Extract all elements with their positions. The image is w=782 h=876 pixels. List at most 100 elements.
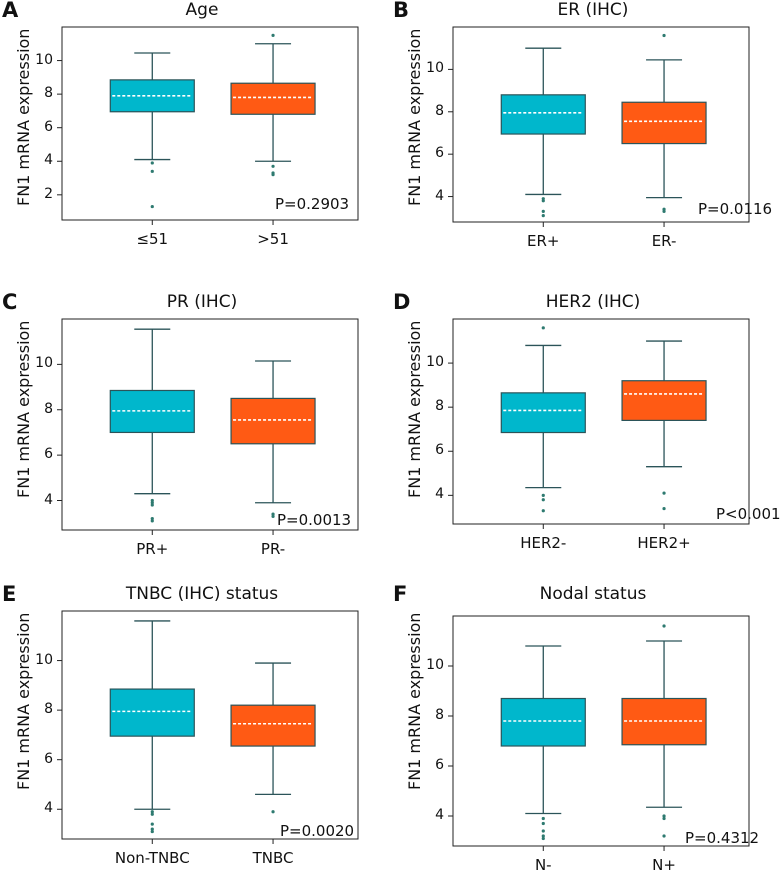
x-category-label: >51: [257, 230, 289, 248]
panel-label: C: [2, 290, 18, 314]
x-category-label: PR-: [260, 540, 286, 558]
outlier-point: [150, 498, 154, 503]
outlier-point: [662, 816, 666, 821]
outlier-point: [150, 169, 154, 173]
y-tick-label: 6: [435, 442, 444, 459]
outlier-point: [150, 161, 154, 165]
p-value: P=0.2903: [275, 195, 350, 213]
outlier-point: [662, 624, 666, 628]
y-tick-label: 2: [44, 185, 53, 202]
p-value: P<0.001: [716, 505, 781, 523]
panel-label: B: [393, 0, 410, 22]
box-orange: [621, 380, 707, 421]
chart-title: ER (IHC): [557, 0, 629, 20]
boxplot: [448, 318, 750, 529]
p-value: P=0.0116: [698, 200, 773, 218]
outlier-point: [541, 829, 545, 833]
boxplot: [448, 26, 750, 227]
boxplot: [57, 610, 359, 844]
panel-d: D HER2 (IHC) FN1 mRNA expression P<0.001…: [391, 290, 782, 584]
y-tick-label: 10: [426, 354, 444, 371]
y-tick-label: 4: [44, 152, 53, 169]
p-value: P=0.0013: [277, 511, 352, 529]
x-category-label: ≤51: [136, 230, 169, 248]
outlier-point: [150, 822, 154, 826]
outlier-point: [150, 517, 154, 521]
box-cyan: [500, 94, 586, 135]
outlier-point: [150, 519, 154, 523]
outlier-point: [271, 810, 275, 814]
chart-title: Age: [185, 0, 219, 20]
chart-title: HER2 (IHC): [545, 292, 641, 312]
x-category-label: HER2+: [637, 534, 691, 552]
y-tick-label: 8: [435, 707, 444, 723]
y-tick-label: 4: [44, 491, 53, 508]
box-cyan: [109, 688, 195, 737]
outlier-point: [541, 493, 545, 497]
x-category-label: TNBC: [252, 849, 294, 867]
p-value: P=0.0020: [280, 822, 355, 840]
outlier-point: [541, 816, 545, 821]
plot-frame: [452, 318, 750, 525]
outlier-point: [150, 503, 154, 507]
y-tick-label: 6: [44, 118, 53, 135]
y-tick-label: 4: [435, 486, 444, 503]
box-orange: [230, 704, 316, 747]
outlier-point: [662, 834, 666, 838]
x-category-label: PR+: [136, 540, 169, 558]
outlier-point: [541, 214, 545, 218]
outlier-point: [150, 829, 154, 834]
plot-frame: [61, 26, 359, 221]
panel-b: B ER (IHC) FN1 mRNA expression P=0.0116 …: [391, 0, 782, 292]
outlier-point: [662, 209, 666, 214]
box-orange: [230, 82, 316, 115]
chart-title: TNBC (IHC) status: [125, 584, 279, 604]
y-tick-label: 10: [426, 657, 444, 673]
outlier-point: [271, 514, 275, 518]
panel-c: C PR (IHC) FN1 mRNA expression P=0.0013 …: [0, 290, 391, 584]
outlier-point: [541, 199, 545, 203]
y-tick-label: 8: [435, 398, 444, 415]
panel-label: E: [2, 582, 17, 606]
plot-frame: [61, 318, 359, 531]
y-tick-label: 8: [44, 400, 53, 417]
outlier-point: [662, 33, 666, 38]
chart-title: PR (IHC): [166, 292, 238, 312]
y-tick-label: 6: [44, 750, 53, 767]
plot-frame: [452, 615, 750, 847]
boxplot: [57, 318, 359, 535]
boxplot: [448, 615, 750, 851]
outlier-point: [271, 33, 275, 37]
x-category-label: Non-TNBC: [114, 849, 190, 867]
x-category-label: N+: [652, 856, 676, 874]
chart-title: Nodal status: [539, 584, 647, 604]
y-tick-label: 4: [435, 187, 444, 204]
x-category-label: HER2-: [520, 534, 567, 552]
y-tick-label: 4: [435, 807, 444, 823]
panel-e: E TNBC (IHC) status FN1 mRNA expression …: [0, 582, 391, 876]
panel-label: D: [393, 290, 411, 314]
plot-frame: [61, 610, 359, 840]
box-cyan: [500, 697, 586, 747]
outlier-point: [150, 501, 154, 505]
x-category-label: ER+: [527, 232, 560, 250]
y-tick-label: 10: [35, 355, 53, 372]
panel-label: A: [2, 0, 19, 22]
y-tick-label: 10: [35, 51, 53, 68]
p-value: P=0.4312: [685, 829, 760, 847]
outlier-point: [662, 506, 666, 511]
panel-label: F: [393, 582, 408, 606]
y-tick-label: 6: [44, 446, 53, 463]
outlier-point: [662, 814, 666, 818]
outlier-point: [662, 491, 666, 495]
outlier-point: [541, 326, 545, 330]
outlier-point: [150, 204, 154, 209]
y-tick-label: 8: [435, 102, 444, 119]
outlier-point: [541, 836, 545, 841]
y-tick-label: 10: [35, 651, 53, 668]
outlier-point: [150, 810, 154, 814]
y-tick-label: 6: [435, 757, 444, 773]
y-tick-label: 6: [435, 145, 444, 162]
x-category-label: ER-: [651, 232, 677, 250]
